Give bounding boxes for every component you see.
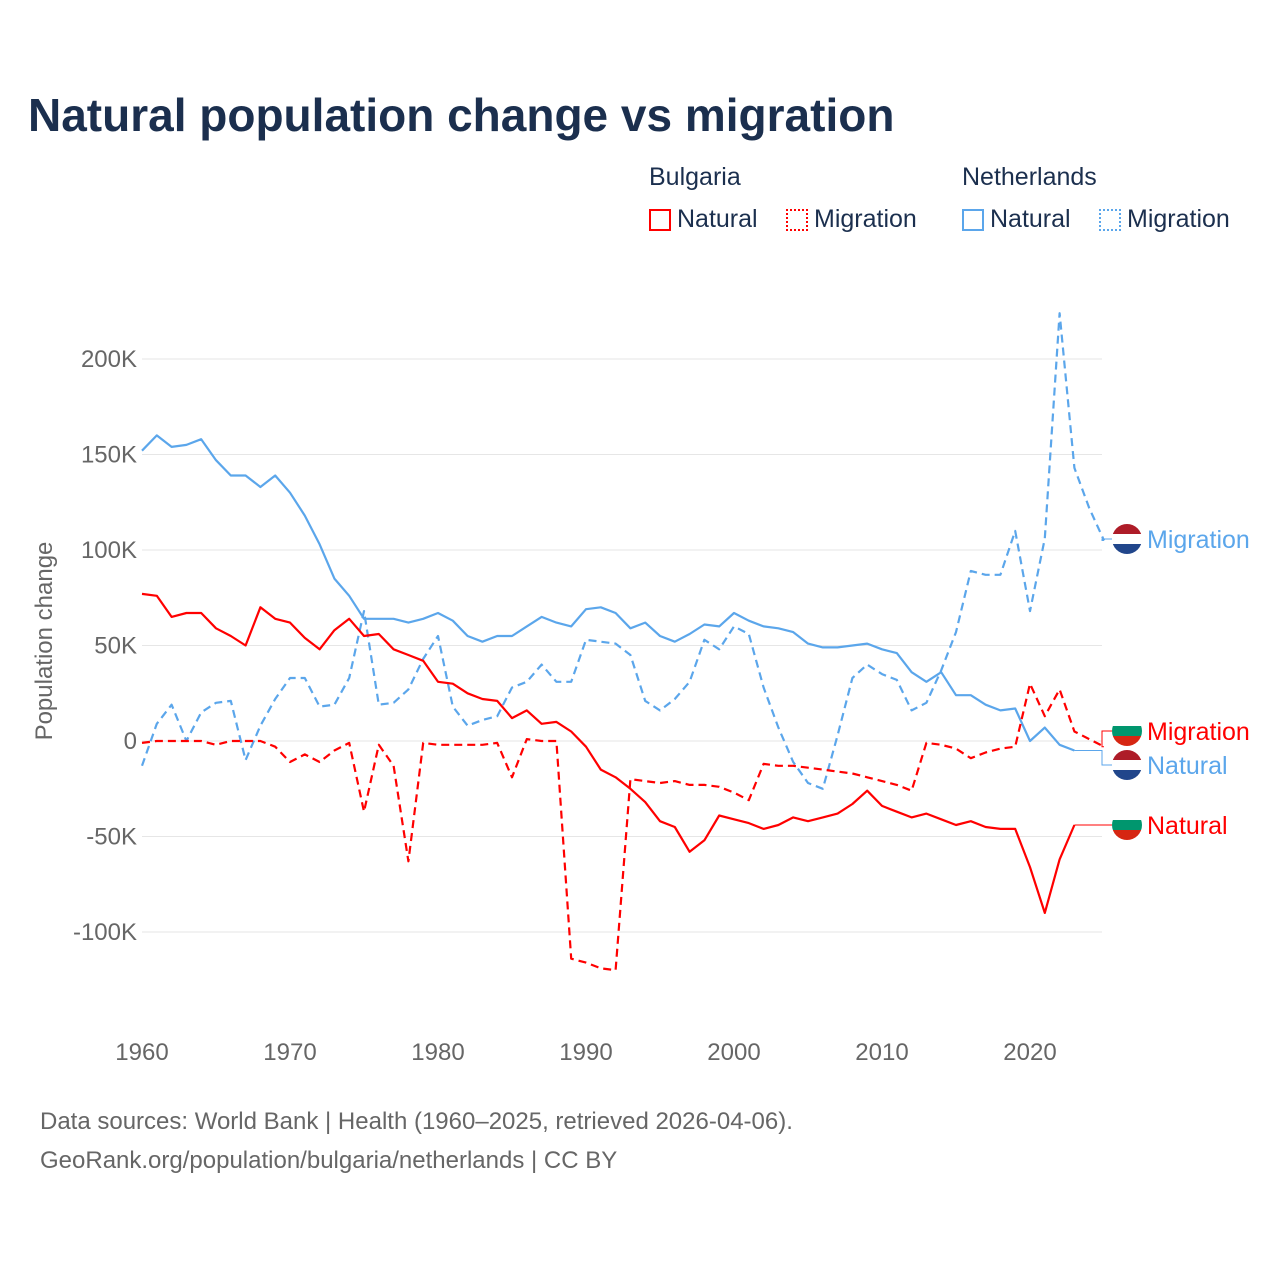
netherlands-flag-icon <box>1112 750 1142 780</box>
y-tick-label: -100K <box>73 919 137 946</box>
series-end-label: Natural <box>1147 752 1228 780</box>
y-tick-label: 100K <box>81 537 137 564</box>
series-end-label: Migration <box>1147 526 1250 554</box>
legend-netherlands-migration[interactable]: Migration <box>1099 205 1230 234</box>
series-line-bulgaria-natural <box>141 592 1076 914</box>
y-tick-label: 0 <box>124 728 137 755</box>
solid-swatch-icon <box>649 208 671 231</box>
x-tick-label: 1990 <box>559 1039 612 1066</box>
legend-netherlands-natural[interactable]: Natural <box>962 205 1071 234</box>
dotted-swatch-icon <box>1099 208 1121 231</box>
x-tick-label: 2000 <box>707 1039 760 1066</box>
label-connector <box>1101 538 1112 541</box>
legend-bulgaria-natural[interactable]: Natural <box>649 205 758 234</box>
netherlands-flag-icon <box>1112 524 1142 554</box>
x-tick-label: 2020 <box>1003 1039 1056 1066</box>
legend-label: Natural <box>990 205 1071 233</box>
x-tick-label: 1980 <box>411 1039 464 1066</box>
footer-link[interactable]: GeoRank.org/population/bulgaria/netherla… <box>40 1147 618 1174</box>
dotted-swatch-icon <box>786 208 808 231</box>
x-tick-label: 2010 <box>855 1039 908 1066</box>
series-end-label: Natural <box>1147 812 1228 840</box>
series-end-label: Migration <box>1147 718 1250 746</box>
solid-swatch-icon <box>962 208 984 231</box>
label-connector <box>1074 750 1112 766</box>
legend-bulgaria-migration[interactable]: Migration <box>786 205 917 234</box>
legend-group-bulgaria: Bulgaria <box>649 163 741 191</box>
x-tick-label: 1970 <box>263 1039 316 1066</box>
legend-label: Migration <box>814 205 917 233</box>
footer-source: Data sources: World Bank | Health (1960–… <box>40 1108 793 1135</box>
bulgaria-flag-icon <box>1112 810 1142 840</box>
legend-label: Migration <box>1127 205 1230 233</box>
label-connector <box>1101 730 1112 748</box>
series-line-netherlands-natural <box>141 434 1075 752</box>
legend-group-netherlands: Netherlands <box>962 163 1097 191</box>
series-line-bulgaria-migration <box>141 682 1105 972</box>
chart-title: Natural population change vs migration <box>28 89 895 141</box>
y-tick-label: 150K <box>81 442 137 469</box>
y-tick-label: -50K <box>86 824 137 851</box>
legend-label: Natural <box>677 205 758 233</box>
series-line-netherlands-migration <box>140 312 1106 790</box>
y-tick-label: 200K <box>81 346 137 373</box>
x-tick-label: 1960 <box>115 1039 168 1066</box>
bulgaria-flag-icon <box>1112 716 1142 746</box>
y-tick-label: 50K <box>94 633 137 660</box>
y-axis-label: Population change <box>31 542 58 741</box>
